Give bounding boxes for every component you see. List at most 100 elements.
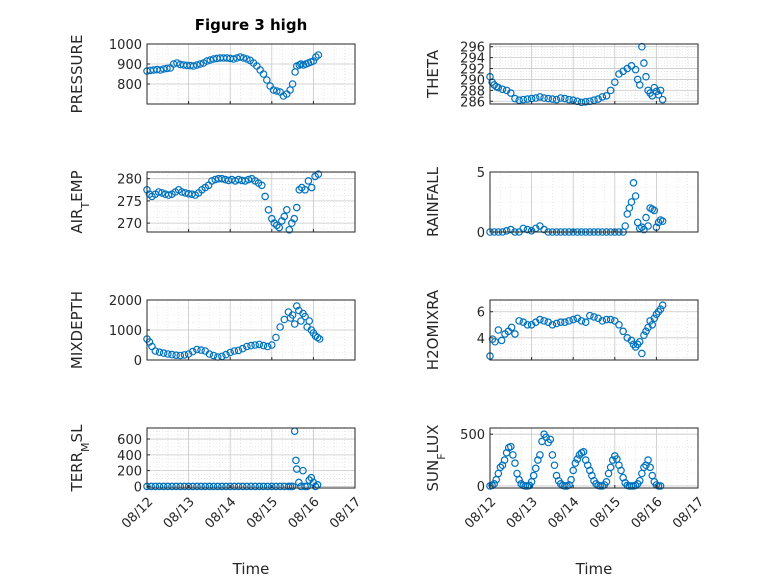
data-point — [610, 78, 619, 86]
data-point — [494, 326, 503, 334]
y-tick-label: 200 — [117, 465, 142, 480]
data-point — [197, 346, 205, 354]
data-point — [654, 482, 663, 490]
data-point — [627, 198, 636, 206]
data-point — [548, 451, 557, 459]
data-point — [523, 95, 532, 103]
data-point — [255, 340, 264, 349]
subplot-8: 0 500 08/12 08/13 08/14 08/15 08/16 08/17 SUNFLU… — [424, 425, 707, 532]
data-point — [531, 94, 540, 102]
x-tick-label: 08/14 — [545, 495, 582, 532]
data-point — [201, 482, 210, 491]
data-point — [650, 206, 659, 215]
data-point — [163, 64, 171, 73]
data-point — [285, 225, 294, 234]
data-point — [311, 482, 320, 491]
data-point — [548, 320, 557, 329]
data-point — [552, 95, 561, 104]
data-point — [184, 482, 193, 491]
data-point — [218, 482, 226, 491]
data-point — [205, 482, 214, 491]
data-point — [506, 225, 515, 234]
y-tick-label: 280 — [117, 173, 142, 188]
data-point — [272, 87, 281, 95]
y-tick-label: 600 — [117, 433, 142, 448]
x-tick-label: 08/15 — [244, 495, 281, 532]
data-point — [290, 214, 299, 223]
data-point — [275, 223, 284, 232]
subplot-5: 0 1000 2000 MIXDEPTH — [68, 291, 356, 369]
y-axis-label: SUNFLUX — [424, 425, 448, 492]
data-point — [540, 94, 548, 102]
axes-box — [489, 299, 699, 361]
data-point — [527, 227, 536, 235]
data-point — [188, 347, 197, 356]
data-point — [569, 466, 578, 475]
data-point — [288, 80, 297, 88]
data-point — [222, 482, 230, 491]
x-tick-label: 08/15 — [587, 495, 624, 532]
data-point — [193, 482, 201, 491]
data-point — [230, 347, 239, 355]
y-tick-label: 0 — [477, 480, 485, 495]
data-point — [654, 218, 663, 227]
data-point — [536, 93, 544, 101]
data-point — [236, 53, 244, 61]
data-point — [288, 311, 297, 319]
x-tick-label: 08/16 — [629, 495, 666, 532]
axes-box — [489, 43, 699, 105]
data-point — [536, 451, 544, 459]
y-tick-label: 1000 — [109, 38, 142, 53]
data-point — [519, 95, 528, 104]
data-point — [577, 98, 586, 107]
data-point — [159, 349, 168, 357]
y-tick-label: 270 — [117, 217, 142, 232]
data-point — [536, 315, 544, 324]
data-point — [509, 451, 517, 459]
data-point — [494, 83, 503, 92]
data-point — [263, 76, 271, 84]
data-point — [301, 482, 309, 491]
data-point — [507, 323, 516, 332]
data-point — [523, 320, 532, 329]
data-point — [648, 320, 657, 329]
data-point — [569, 315, 578, 324]
subplot-4: 0 5 RAINFALL — [424, 166, 699, 241]
y-tick-label: 6 — [477, 306, 485, 321]
data-point — [234, 482, 243, 491]
data-point — [571, 459, 580, 467]
y-tick-label: 900 — [117, 58, 142, 73]
data-point — [586, 311, 594, 320]
data-point — [315, 335, 324, 343]
data-point — [502, 227, 511, 235]
data-point — [602, 315, 611, 324]
y-axis-label: AIRTEMP — [68, 170, 92, 233]
data-point — [515, 475, 523, 484]
y-tick-label: 5 — [477, 166, 485, 181]
y-axis-label: RAINFALL — [424, 166, 442, 237]
data-point — [515, 317, 523, 325]
data-point — [176, 351, 185, 360]
data-point — [638, 349, 646, 358]
data-point — [610, 317, 619, 325]
data-point — [500, 456, 509, 464]
data-point — [297, 317, 305, 325]
data-point — [155, 482, 164, 491]
y-tick-label: 294 — [460, 52, 485, 67]
data-point — [188, 482, 197, 491]
data-point — [301, 185, 309, 194]
data-point — [596, 482, 605, 490]
data-point — [650, 83, 659, 92]
data-point — [282, 205, 291, 214]
data-point — [299, 466, 307, 475]
data-point — [511, 330, 519, 338]
data-point — [556, 94, 565, 102]
data-point — [226, 348, 235, 357]
data-point — [158, 189, 166, 197]
data-point — [602, 477, 611, 486]
data-point — [307, 183, 316, 192]
data-point — [168, 482, 176, 491]
data-point — [515, 96, 523, 104]
data-point — [178, 188, 186, 196]
